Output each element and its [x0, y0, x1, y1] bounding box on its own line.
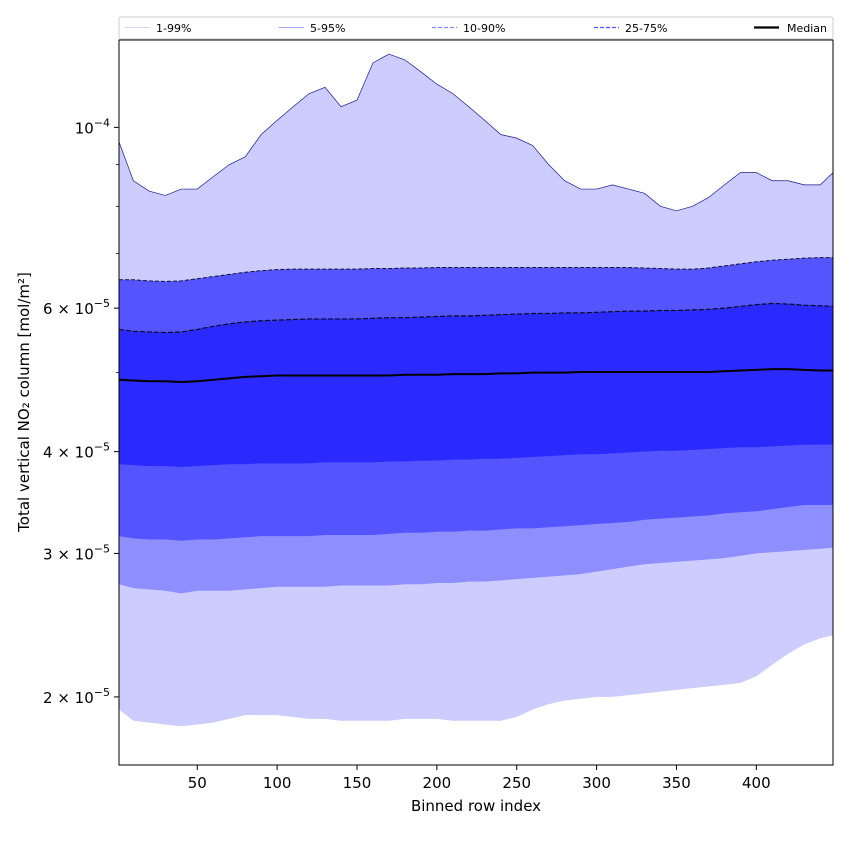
legend-label: Median — [787, 22, 827, 35]
y-tick-label: 4 × 10−5 — [43, 441, 110, 462]
x-tick-label: 400 — [742, 774, 771, 792]
band-edges-group — [119, 53, 833, 334]
plot-frame — [118, 39, 834, 766]
y-tick-label: 3 × 10−5 — [43, 542, 110, 563]
y-axis-label: Total vertical NO₂ column [mol/m²] — [15, 272, 33, 533]
legend-frame — [118, 16, 834, 40]
x-tick-label: 200 — [423, 774, 452, 792]
x-axis-label: Binned row index — [411, 797, 541, 815]
line-75-percentile — [119, 302, 833, 334]
x-tick-label: 100 — [263, 774, 292, 792]
y-tick-label: 10−4 — [75, 116, 110, 137]
legend-label: 25-75% — [625, 22, 667, 35]
x-tick-label: 300 — [582, 774, 611, 792]
y-tick-label: 2 × 10−5 — [43, 686, 110, 707]
x-tick-label: 150 — [343, 774, 372, 792]
band-25-75 — [119, 303, 833, 467]
line-99-percentile — [119, 53, 833, 212]
x-tick-label: 350 — [662, 774, 691, 792]
x-tick-label: 50 — [188, 774, 207, 792]
x-axis: 50 100 150 200 250 300 350 400 — [188, 765, 771, 792]
x-tick-label: 250 — [502, 774, 531, 792]
legend: 1-99% 5-95% 10-90% 25-75% Median — [118, 16, 834, 40]
legend-label: 1-99% — [156, 22, 191, 35]
y-axis: 10−4 6 × 10−5 4 × 10−5 3 × 10−5 2 × 10−5 — [43, 116, 119, 707]
median-line — [119, 368, 833, 383]
y-tick-label: 6 × 10−5 — [43, 297, 110, 318]
legend-label: 5-95% — [310, 22, 345, 35]
bands-group — [119, 54, 833, 727]
median-group — [119, 368, 833, 383]
legend-label: 10-90% — [463, 22, 505, 35]
